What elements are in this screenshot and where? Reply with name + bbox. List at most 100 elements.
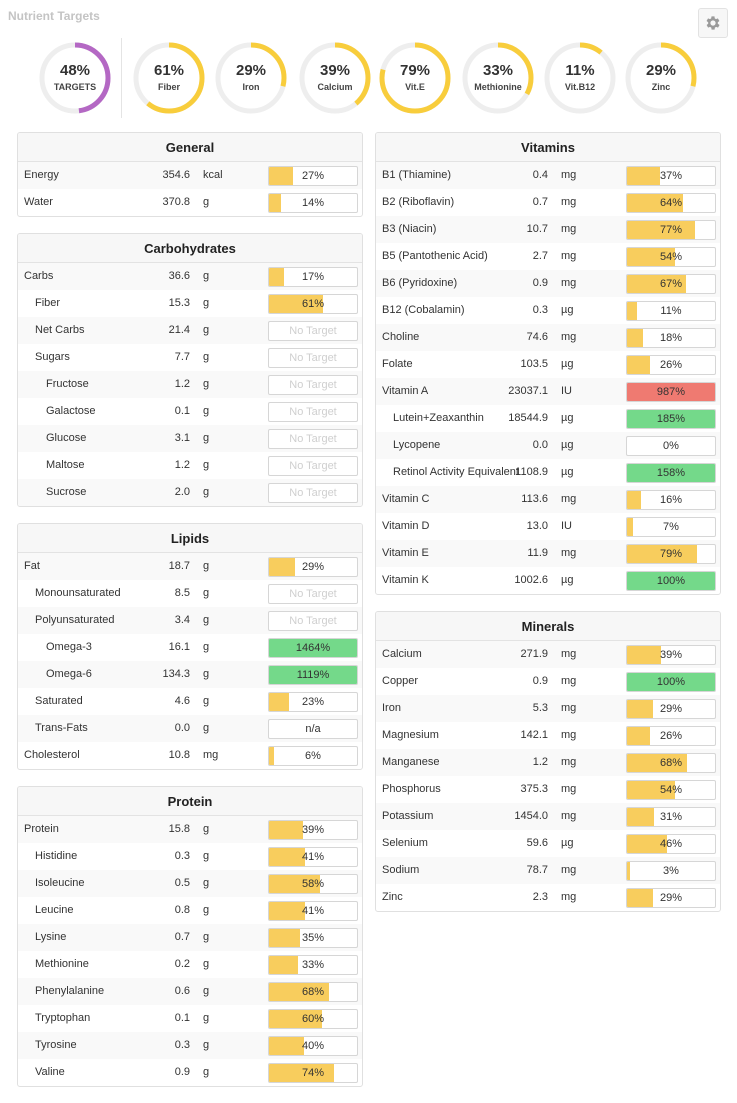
- nutrient-row-histidine[interactable]: Histidine 0.3 g 41%: [18, 843, 362, 870]
- nutrient-row-saturated[interactable]: Saturated 4.6 g 23%: [18, 688, 362, 715]
- nutrient-row-manganese[interactable]: Manganese 1.2 mg 68%: [376, 749, 720, 776]
- nutrient-amount: 0.1: [174, 1012, 190, 1024]
- nutrient-row-b5-pantothenic-acid[interactable]: B5 (Pantothenic Acid) 2.7 mg 54%: [376, 243, 720, 270]
- nutrient-row-monounsaturated[interactable]: Monounsaturated 8.5 g No Target: [18, 580, 362, 607]
- nutrient-row-water[interactable]: Water 370.8 g 14%: [18, 189, 362, 216]
- nutrient-amount: 10.7: [526, 223, 548, 235]
- nutrient-unit: µg: [561, 466, 574, 478]
- nutrient-row-carbs[interactable]: Carbs 36.6 g 17%: [18, 263, 362, 290]
- nutrient-row-b3-niacin[interactable]: B3 (Niacin) 10.7 mg 77%: [376, 216, 720, 243]
- nutrient-row-b2-riboflavin[interactable]: B2 (Riboflavin) 0.7 mg 64%: [376, 189, 720, 216]
- nutrient-row-vitamin-d[interactable]: Vitamin D 13.0 IU 7%: [376, 513, 720, 540]
- target-progress-bar: 31%: [626, 807, 716, 827]
- nutrient-row-phosphorus[interactable]: Phosphorus 375.3 mg 54%: [376, 776, 720, 803]
- nutrient-row-potassium[interactable]: Potassium 1454.0 mg 31%: [376, 803, 720, 830]
- nutrient-row-energy[interactable]: Energy 354.6 kcal 27%: [18, 162, 362, 189]
- nutrient-row-valine[interactable]: Valine 0.9 g 74%: [18, 1059, 362, 1086]
- progress-label: 185%: [656, 413, 686, 425]
- nutrient-amount: 2.0: [174, 486, 190, 498]
- nutrient-row-vitamin-e[interactable]: Vitamin E 11.9 mg 79%: [376, 540, 720, 567]
- nutrient-row-vitamin-k[interactable]: Vitamin K 1002.6 µg 100%: [376, 567, 720, 594]
- nutrient-row-cholesterol[interactable]: Cholesterol 10.8 mg 6%: [18, 742, 362, 769]
- nutrient-unit: mg: [561, 648, 577, 660]
- nutrient-name: Vitamin A: [382, 385, 429, 397]
- nutrient-row-magnesium[interactable]: Magnesium 142.1 mg 26%: [376, 722, 720, 749]
- nutrient-name: Iron: [382, 702, 401, 714]
- nutrient-row-iron[interactable]: Iron 5.3 mg 29%: [376, 695, 720, 722]
- nutrient-row-fructose[interactable]: Fructose 1.2 g No Target: [18, 371, 362, 398]
- ring-fiber[interactable]: 61% Fiber: [132, 41, 206, 115]
- settings-button[interactable]: [698, 8, 728, 38]
- nutrient-row-omega-6[interactable]: Omega-6 134.3 g 1119%: [18, 661, 362, 688]
- nutrient-row-polyunsaturated[interactable]: Polyunsaturated 3.4 g No Target: [18, 607, 362, 634]
- nutrient-name: Isoleucine: [35, 877, 85, 889]
- nutrient-row-choline[interactable]: Choline 74.6 mg 18%: [376, 324, 720, 351]
- progress-label: 26%: [659, 359, 683, 371]
- nutrient-row-net-carbs[interactable]: Net Carbs 21.4 g No Target: [18, 317, 362, 344]
- nutrient-row-lutein-zeaxanthin[interactable]: Lutein+Zeaxanthin 18544.9 µg 185%: [376, 405, 720, 432]
- nutrient-name: Omega-6: [46, 668, 92, 680]
- nutrient-row-galactose[interactable]: Galactose 0.1 g No Target: [18, 398, 362, 425]
- nutrient-row-vitamin-a[interactable]: Vitamin A 23037.1 IU 987%: [376, 378, 720, 405]
- ring-zinc[interactable]: 29% Zinc: [624, 41, 698, 115]
- nutrient-row-lysine[interactable]: Lysine 0.7 g 35%: [18, 924, 362, 951]
- nutrient-row-protein[interactable]: Protein 15.8 g 39%: [18, 816, 362, 843]
- nutrient-name: B5 (Pantothenic Acid): [382, 250, 488, 262]
- nutrient-row-maltose[interactable]: Maltose 1.2 g No Target: [18, 452, 362, 479]
- nutrient-row-b12-cobalamin[interactable]: B12 (Cobalamin) 0.3 µg 11%: [376, 297, 720, 324]
- nutrient-row-sucrose[interactable]: Sucrose 2.0 g No Target: [18, 479, 362, 506]
- progress-label: 39%: [659, 649, 683, 661]
- nutrient-row-omega-3[interactable]: Omega-3 16.1 g 1464%: [18, 634, 362, 661]
- nutrient-row-zinc[interactable]: Zinc 2.3 mg 29%: [376, 884, 720, 911]
- nutrient-unit: mg: [561, 250, 577, 262]
- ring-iron[interactable]: 29% Iron: [214, 41, 288, 115]
- nutrient-row-sugars[interactable]: Sugars 7.7 g No Target: [18, 344, 362, 371]
- nutrient-unit: g: [203, 459, 210, 471]
- progress-label: 37%: [659, 170, 683, 182]
- nutrient-row-trans-fats[interactable]: Trans-Fats 0.0 g n/a: [18, 715, 362, 742]
- nutrient-row-tyrosine[interactable]: Tyrosine 0.3 g 40%: [18, 1032, 362, 1059]
- nutrient-row-phenylalanine[interactable]: Phenylalanine 0.6 g 68%: [18, 978, 362, 1005]
- ring-calcium[interactable]: 39% Calcium: [298, 41, 372, 115]
- nutrient-unit: g: [203, 958, 210, 970]
- nutrient-row-copper[interactable]: Copper 0.9 mg 100%: [376, 668, 720, 695]
- gear-icon: [706, 16, 720, 30]
- nutrient-row-isoleucine[interactable]: Isoleucine 0.5 g 58%: [18, 870, 362, 897]
- nutrient-row-fiber[interactable]: Fiber 15.3 g 61%: [18, 290, 362, 317]
- nutrient-row-selenium[interactable]: Selenium 59.6 µg 46%: [376, 830, 720, 857]
- ring-methionine[interactable]: 33% Methionine: [461, 41, 535, 115]
- nutrient-row-glucose[interactable]: Glucose 3.1 g No Target: [18, 425, 362, 452]
- nutrient-amount: 13.0: [526, 520, 548, 532]
- ring-percent: 79%: [399, 62, 431, 79]
- nutrient-row-b6-pyridoxine[interactable]: B6 (Pyridoxine) 0.9 mg 67%: [376, 270, 720, 297]
- nutrient-row-lycopene[interactable]: Lycopene 0.0 µg 0%: [376, 432, 720, 459]
- nutrient-row-sodium[interactable]: Sodium 78.7 mg 3%: [376, 857, 720, 884]
- nutrient-row-tryptophan[interactable]: Tryptophan 0.1 g 60%: [18, 1005, 362, 1032]
- target-progress-bar: 27%: [268, 166, 358, 186]
- nutrient-row-b1-thiamine[interactable]: B1 (Thiamine) 0.4 mg 37%: [376, 162, 720, 189]
- nutrient-name: B2 (Riboflavin): [382, 196, 455, 208]
- nutrient-row-vitamin-c[interactable]: Vitamin C 113.6 mg 16%: [376, 486, 720, 513]
- nutrient-row-calcium[interactable]: Calcium 271.9 mg 39%: [376, 641, 720, 668]
- ring-vit-b12[interactable]: 11% Vit.B12: [543, 41, 617, 115]
- progress-label: 46%: [659, 838, 683, 850]
- target-progress-bar: 39%: [626, 645, 716, 665]
- progress-label: 1464%: [295, 642, 331, 654]
- nutrient-name: Polyunsaturated: [35, 614, 115, 626]
- ring-targets[interactable]: 48% TARGETS: [38, 41, 112, 115]
- nutrient-amount: 0.9: [532, 675, 548, 687]
- target-progress-bar: No Target: [268, 402, 358, 422]
- target-progress-bar: 26%: [626, 726, 716, 746]
- nutrient-row-retinol-activity-equivalent[interactable]: Retinol Activity Equivalent 1108.9 µg 158%: [376, 459, 720, 486]
- nutrient-row-leucine[interactable]: Leucine 0.8 g 41%: [18, 897, 362, 924]
- nutrient-name: Maltose: [46, 459, 85, 471]
- nutrient-row-folate[interactable]: Folate 103.5 µg 26%: [376, 351, 720, 378]
- progress-fill: [269, 747, 275, 765]
- nutrient-name: Monounsaturated: [35, 587, 121, 599]
- nutrient-row-methionine[interactable]: Methionine 0.2 g 33%: [18, 951, 362, 978]
- nutrient-row-fat[interactable]: Fat 18.7 g 29%: [18, 553, 362, 580]
- nutrient-unit: µg: [561, 304, 574, 316]
- target-progress-bar: n/a: [268, 719, 358, 739]
- ring-vit-e[interactable]: 79% Vit.E: [378, 41, 452, 115]
- nutrient-amount: 0.7: [532, 196, 548, 208]
